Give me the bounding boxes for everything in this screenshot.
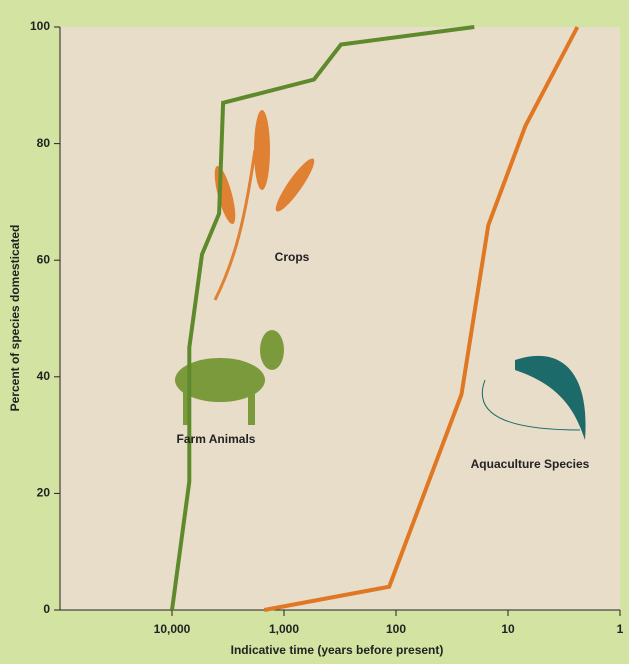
plot-area [60,27,620,610]
x-tick-label: 100 [386,622,406,636]
y-tick-label: 80 [37,136,51,150]
y-tick-label: 0 [43,602,50,616]
x-axis-title: Indicative time (years before present) [231,643,444,657]
x-tick-label: 1 [617,622,624,636]
y-tick-label: 60 [37,252,51,266]
y-axis-title: Percent of species domesticated [8,225,22,412]
x-tick-label: 1,000 [269,622,299,636]
annotation: Crops [275,250,310,264]
x-tick-label: 10,000 [154,622,191,636]
x-tick-label: 10 [501,622,515,636]
y-tick-label: 40 [37,369,51,383]
y-tick-label: 20 [37,486,51,500]
y-tick-label: 100 [30,19,50,33]
annotation: Aquaculture Species [471,457,590,471]
annotation: Farm Animals [177,432,256,446]
chart: Indicative time (years before present) P… [0,0,629,664]
